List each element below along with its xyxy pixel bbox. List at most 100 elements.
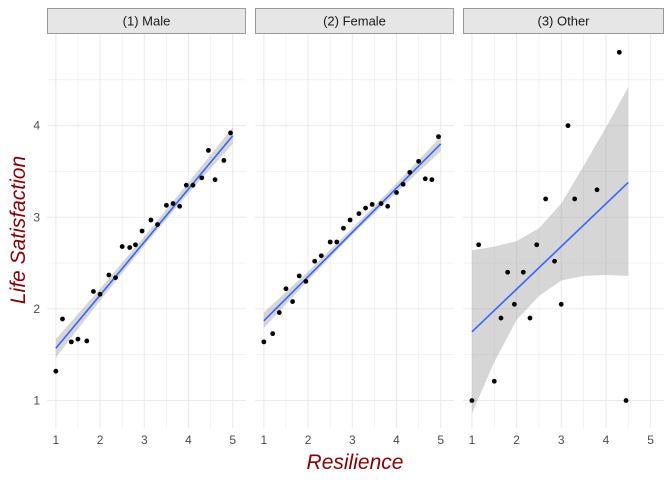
data-point — [290, 299, 295, 304]
x-tick-label: 1 — [261, 433, 268, 447]
facet-panel-3: (3) Other 1 2 3 4 5 — [463, 8, 664, 447]
data-point — [127, 245, 133, 250]
data-point — [378, 201, 384, 206]
data-point — [594, 187, 600, 193]
x-tick-label: 4 — [185, 433, 192, 447]
data-point — [177, 203, 183, 209]
data-point — [552, 258, 557, 264]
regression-line — [471, 181, 629, 333]
x-tick-label: 1 — [469, 433, 476, 447]
data-point — [407, 169, 413, 175]
facet-panel-2: (2) Female 1 2 3 4 5 — [255, 8, 454, 447]
data-point — [270, 331, 276, 337]
facet-strip-label: (2) Female — [323, 14, 386, 29]
data-point — [155, 222, 160, 227]
data-point — [276, 310, 282, 315]
data-point — [228, 130, 233, 136]
x-tick-label: 3 — [558, 433, 565, 447]
panel-background — [47, 34, 246, 428]
data-point — [416, 158, 422, 164]
data-point — [170, 201, 176, 206]
data-point — [491, 378, 497, 384]
data-point — [199, 175, 205, 181]
facet-strip — [255, 8, 454, 34]
data-point — [347, 217, 353, 223]
data-point — [511, 301, 517, 307]
data-point — [68, 339, 74, 345]
data-point — [119, 244, 125, 249]
x-tick-label: 5 — [437, 433, 444, 447]
panels-layer: (1) Male 1 2 3 4 5 (2) Female 1 2 3 4 5 (3) Other 1 2 3… — [33, 8, 664, 447]
data-point — [527, 315, 533, 321]
x-tick-label: 5 — [647, 433, 654, 447]
facet-strip-label: (1) Male — [123, 14, 171, 29]
data-point — [534, 242, 540, 248]
data-point — [190, 182, 196, 188]
y-tick-label: 4 — [33, 119, 40, 133]
data-point — [616, 49, 622, 55]
x-tick-label: 2 — [305, 433, 312, 447]
data-point — [183, 182, 189, 188]
x-tick-label: 4 — [603, 433, 610, 447]
data-point — [296, 273, 302, 279]
data-point — [53, 368, 59, 374]
x-tick-label: 3 — [141, 433, 148, 447]
y-tick-label: 1 — [33, 394, 40, 408]
data-point — [429, 177, 435, 183]
regression-line — [55, 135, 234, 349]
data-point — [164, 202, 169, 208]
data-point — [261, 339, 267, 345]
confidence-band — [471, 87, 629, 414]
data-point — [469, 398, 475, 403]
data-point — [341, 225, 346, 231]
data-point — [505, 269, 511, 275]
facet-panel-1: (1) Male 1 2 3 4 5 — [47, 8, 246, 447]
data-point — [60, 316, 65, 322]
panel-background — [463, 34, 664, 428]
data-point — [212, 177, 218, 183]
data-point — [436, 134, 441, 140]
y-tick-label: 3 — [33, 210, 40, 224]
data-point — [133, 242, 138, 248]
data-point — [113, 275, 118, 281]
data-point — [400, 181, 406, 187]
data-point — [476, 242, 482, 248]
data-point — [283, 286, 289, 292]
data-point — [334, 239, 340, 245]
facet-strip-label: (3) Other — [537, 14, 590, 29]
facet-strip — [47, 8, 246, 34]
data-point — [623, 398, 629, 403]
data-point — [543, 196, 549, 202]
data-point — [565, 123, 571, 129]
data-point — [394, 190, 399, 195]
data-point — [558, 301, 564, 307]
data-point — [385, 203, 391, 209]
data-point — [106, 272, 112, 278]
data-point — [221, 158, 227, 163]
x-tick-label: 5 — [229, 433, 236, 447]
data-point — [312, 258, 318, 264]
data-point — [75, 336, 81, 342]
x-tick-label: 2 — [513, 433, 520, 447]
data-point — [97, 291, 103, 297]
x-tick-label: 1 — [53, 433, 60, 447]
y-axis-title: Life Satisfaction — [7, 156, 30, 304]
facet-strip — [463, 8, 664, 34]
x-tick-label: 4 — [393, 433, 400, 447]
data-point — [356, 211, 362, 216]
x-axis-title: Resilience — [307, 451, 404, 474]
data-point — [422, 176, 428, 182]
data-point — [91, 289, 96, 294]
data-point — [327, 239, 333, 245]
x-tick-label: 2 — [97, 433, 104, 447]
data-point — [520, 269, 526, 275]
data-point — [139, 228, 145, 234]
y-tick-label: 2 — [33, 302, 40, 316]
data-point — [84, 338, 90, 344]
x-tick-label: 3 — [349, 433, 356, 447]
data-point — [206, 147, 211, 153]
data-point — [303, 278, 309, 284]
data-point — [498, 315, 504, 321]
data-point — [369, 202, 375, 207]
